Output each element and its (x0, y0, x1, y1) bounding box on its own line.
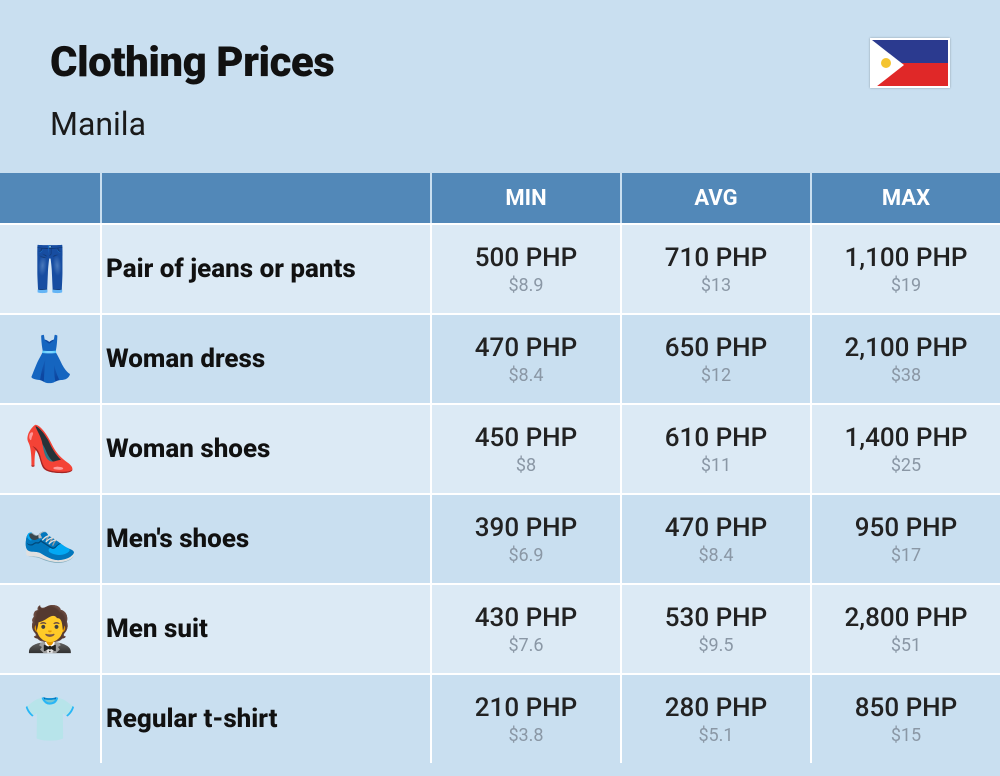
price-min-cell: 430 PHP$7.6 (430, 583, 620, 673)
city-name: Manila (50, 105, 334, 143)
price-avg-cell: 650 PHP$12 (620, 313, 810, 403)
price-min-usd: $7.6 (508, 635, 543, 656)
price-avg-cell: 280 PHP$5.1 (620, 673, 810, 763)
table-row: 👠Woman shoes450 PHP$8610 PHP$111,400 PHP… (0, 403, 1000, 493)
price-max-usd: $51 (891, 635, 921, 656)
col-min-header: MIN (430, 173, 620, 223)
price-avg-cell: 610 PHP$11 (620, 403, 810, 493)
price-max-php: 2,800 PHP (844, 603, 967, 633)
col-max-header: MAX (810, 173, 1000, 223)
table-row: 🤵Men suit430 PHP$7.6530 PHP$9.52,800 PHP… (0, 583, 1000, 673)
price-avg-php: 650 PHP (665, 333, 767, 363)
price-min-usd: $8 (516, 455, 536, 476)
price-avg-php: 530 PHP (665, 603, 767, 633)
item-icon: 🤵 (0, 583, 100, 673)
item-icon: 👟 (0, 493, 100, 583)
clothing-icon: 👖 (23, 247, 78, 291)
item-name: Men suit (100, 583, 430, 673)
table-header-row: MIN AVG MAX (0, 173, 1000, 223)
header: Clothing Prices Manila (0, 0, 1000, 173)
price-max-php: 2,100 PHP (844, 333, 967, 363)
price-min-php: 430 PHP (475, 603, 577, 633)
philippines-flag-icon (870, 38, 950, 88)
price-max-cell: 950 PHP$17 (810, 493, 1000, 583)
price-avg-cell: 530 PHP$9.5 (620, 583, 810, 673)
price-max-cell: 1,400 PHP$25 (810, 403, 1000, 493)
price-max-php: 950 PHP (855, 513, 957, 543)
price-min-php: 470 PHP (475, 333, 577, 363)
item-icon: 👗 (0, 313, 100, 403)
price-avg-usd: $11 (701, 455, 731, 476)
clothing-icon: 👠 (23, 427, 78, 471)
price-min-cell: 500 PHP$8.9 (430, 223, 620, 313)
clothing-icon: 👗 (23, 337, 78, 381)
price-min-cell: 210 PHP$3.8 (430, 673, 620, 763)
table-row: 👖Pair of jeans or pants500 PHP$8.9710 PH… (0, 223, 1000, 313)
item-name: Regular t-shirt (100, 673, 430, 763)
price-min-usd: $8.4 (508, 365, 543, 386)
price-avg-php: 710 PHP (665, 243, 767, 273)
price-max-cell: 1,100 PHP$19 (810, 223, 1000, 313)
item-name: Woman shoes (100, 403, 430, 493)
price-avg-php: 470 PHP (665, 513, 767, 543)
price-min-cell: 470 PHP$8.4 (430, 313, 620, 403)
price-min-php: 500 PHP (475, 243, 577, 273)
page-title: Clothing Prices (50, 38, 334, 87)
item-icon: 👕 (0, 673, 100, 763)
item-icon: 👖 (0, 223, 100, 313)
price-max-cell: 850 PHP$15 (810, 673, 1000, 763)
price-max-php: 1,100 PHP (844, 243, 967, 273)
price-max-php: 1,400 PHP (844, 423, 967, 453)
price-max-usd: $38 (891, 365, 921, 386)
clothing-icon: 👕 (23, 697, 78, 741)
table-body: 👖Pair of jeans or pants500 PHP$8.9710 PH… (0, 223, 1000, 763)
item-name: Men's shoes (100, 493, 430, 583)
item-icon: 👠 (0, 403, 100, 493)
price-avg-usd: $9.5 (698, 635, 733, 656)
price-max-cell: 2,800 PHP$51 (810, 583, 1000, 673)
clothing-icon: 🤵 (23, 607, 78, 651)
price-max-usd: $15 (891, 725, 921, 746)
prices-table: MIN AVG MAX 👖Pair of jeans or pants500 P… (0, 173, 1000, 763)
price-max-usd: $19 (891, 275, 921, 296)
price-min-usd: $8.9 (508, 275, 543, 296)
item-name: Woman dress (100, 313, 430, 403)
price-min-cell: 390 PHP$6.9 (430, 493, 620, 583)
price-max-cell: 2,100 PHP$38 (810, 313, 1000, 403)
price-avg-cell: 470 PHP$8.4 (620, 493, 810, 583)
price-min-usd: $6.9 (508, 545, 543, 566)
price-min-usd: $3.8 (508, 725, 543, 746)
price-avg-usd: $5.1 (698, 725, 733, 746)
price-avg-usd: $12 (701, 365, 731, 386)
price-min-php: 450 PHP (475, 423, 577, 453)
price-avg-cell: 710 PHP$13 (620, 223, 810, 313)
price-avg-php: 280 PHP (665, 693, 767, 723)
price-min-php: 390 PHP (475, 513, 577, 543)
price-max-usd: $25 (891, 455, 921, 476)
table-row: 👟Men's shoes390 PHP$6.9470 PHP$8.4950 PH… (0, 493, 1000, 583)
price-min-php: 210 PHP (475, 693, 577, 723)
price-max-php: 850 PHP (855, 693, 957, 723)
col-icon-header (0, 173, 100, 223)
col-avg-header: AVG (620, 173, 810, 223)
price-avg-php: 610 PHP (665, 423, 767, 453)
clothing-icon: 👟 (23, 517, 78, 561)
price-avg-usd: $13 (701, 275, 731, 296)
item-name: Pair of jeans or pants (100, 223, 430, 313)
title-block: Clothing Prices Manila (50, 38, 334, 143)
price-max-usd: $17 (891, 545, 921, 566)
table-row: 👗Woman dress470 PHP$8.4650 PHP$122,100 P… (0, 313, 1000, 403)
price-avg-usd: $8.4 (698, 545, 733, 566)
table-row: 👕Regular t-shirt210 PHP$3.8280 PHP$5.185… (0, 673, 1000, 763)
price-min-cell: 450 PHP$8 (430, 403, 620, 493)
col-name-header (100, 173, 430, 223)
